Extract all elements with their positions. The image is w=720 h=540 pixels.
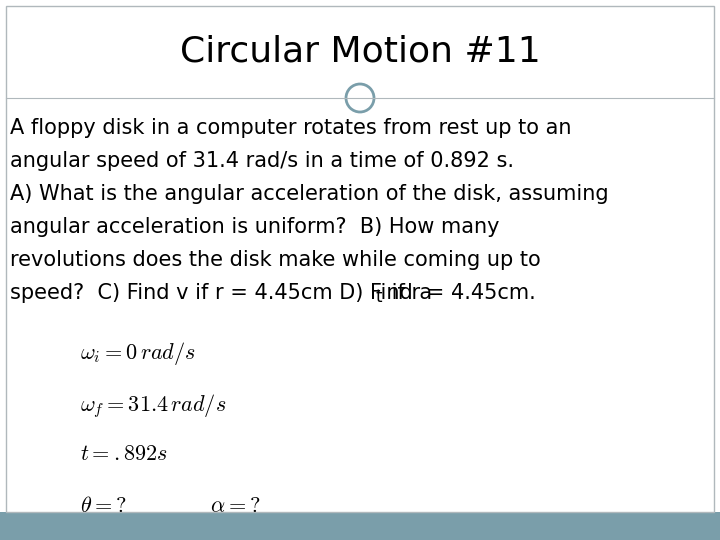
Text: if r = 4.45cm.: if r = 4.45cm.	[385, 283, 536, 303]
Text: revolutions does the disk make while coming up to: revolutions does the disk make while com…	[10, 250, 541, 270]
Text: $t = .892s$: $t = .892s$	[80, 444, 168, 464]
Text: $\omega_i = 0\,rad / s$: $\omega_i = 0\,rad / s$	[80, 340, 196, 367]
Text: t: t	[375, 288, 382, 306]
Text: A) What is the angular acceleration of the disk, assuming: A) What is the angular acceleration of t…	[10, 184, 608, 204]
Text: $\omega_f = 31.4\,rad / s$: $\omega_f = 31.4\,rad / s$	[80, 392, 226, 420]
Text: $\theta = ?$: $\theta = ?$	[80, 496, 127, 516]
Text: angular speed of 31.4 rad/s in a time of 0.892 s.: angular speed of 31.4 rad/s in a time of…	[10, 151, 514, 171]
Text: speed?  C) Find v if r = 4.45cm D) Find a: speed? C) Find v if r = 4.45cm D) Find a	[10, 283, 432, 303]
Bar	[0, 512, 720, 540]
Text: Circular Motion #11: Circular Motion #11	[179, 35, 541, 69]
Text: angular acceleration is uniform?  B) How many: angular acceleration is uniform? B) How …	[10, 217, 500, 237]
Text: $\alpha = ?$: $\alpha = ?$	[210, 496, 261, 516]
Text: A floppy disk in a computer rotates from rest up to an: A floppy disk in a computer rotates from…	[10, 118, 572, 138]
